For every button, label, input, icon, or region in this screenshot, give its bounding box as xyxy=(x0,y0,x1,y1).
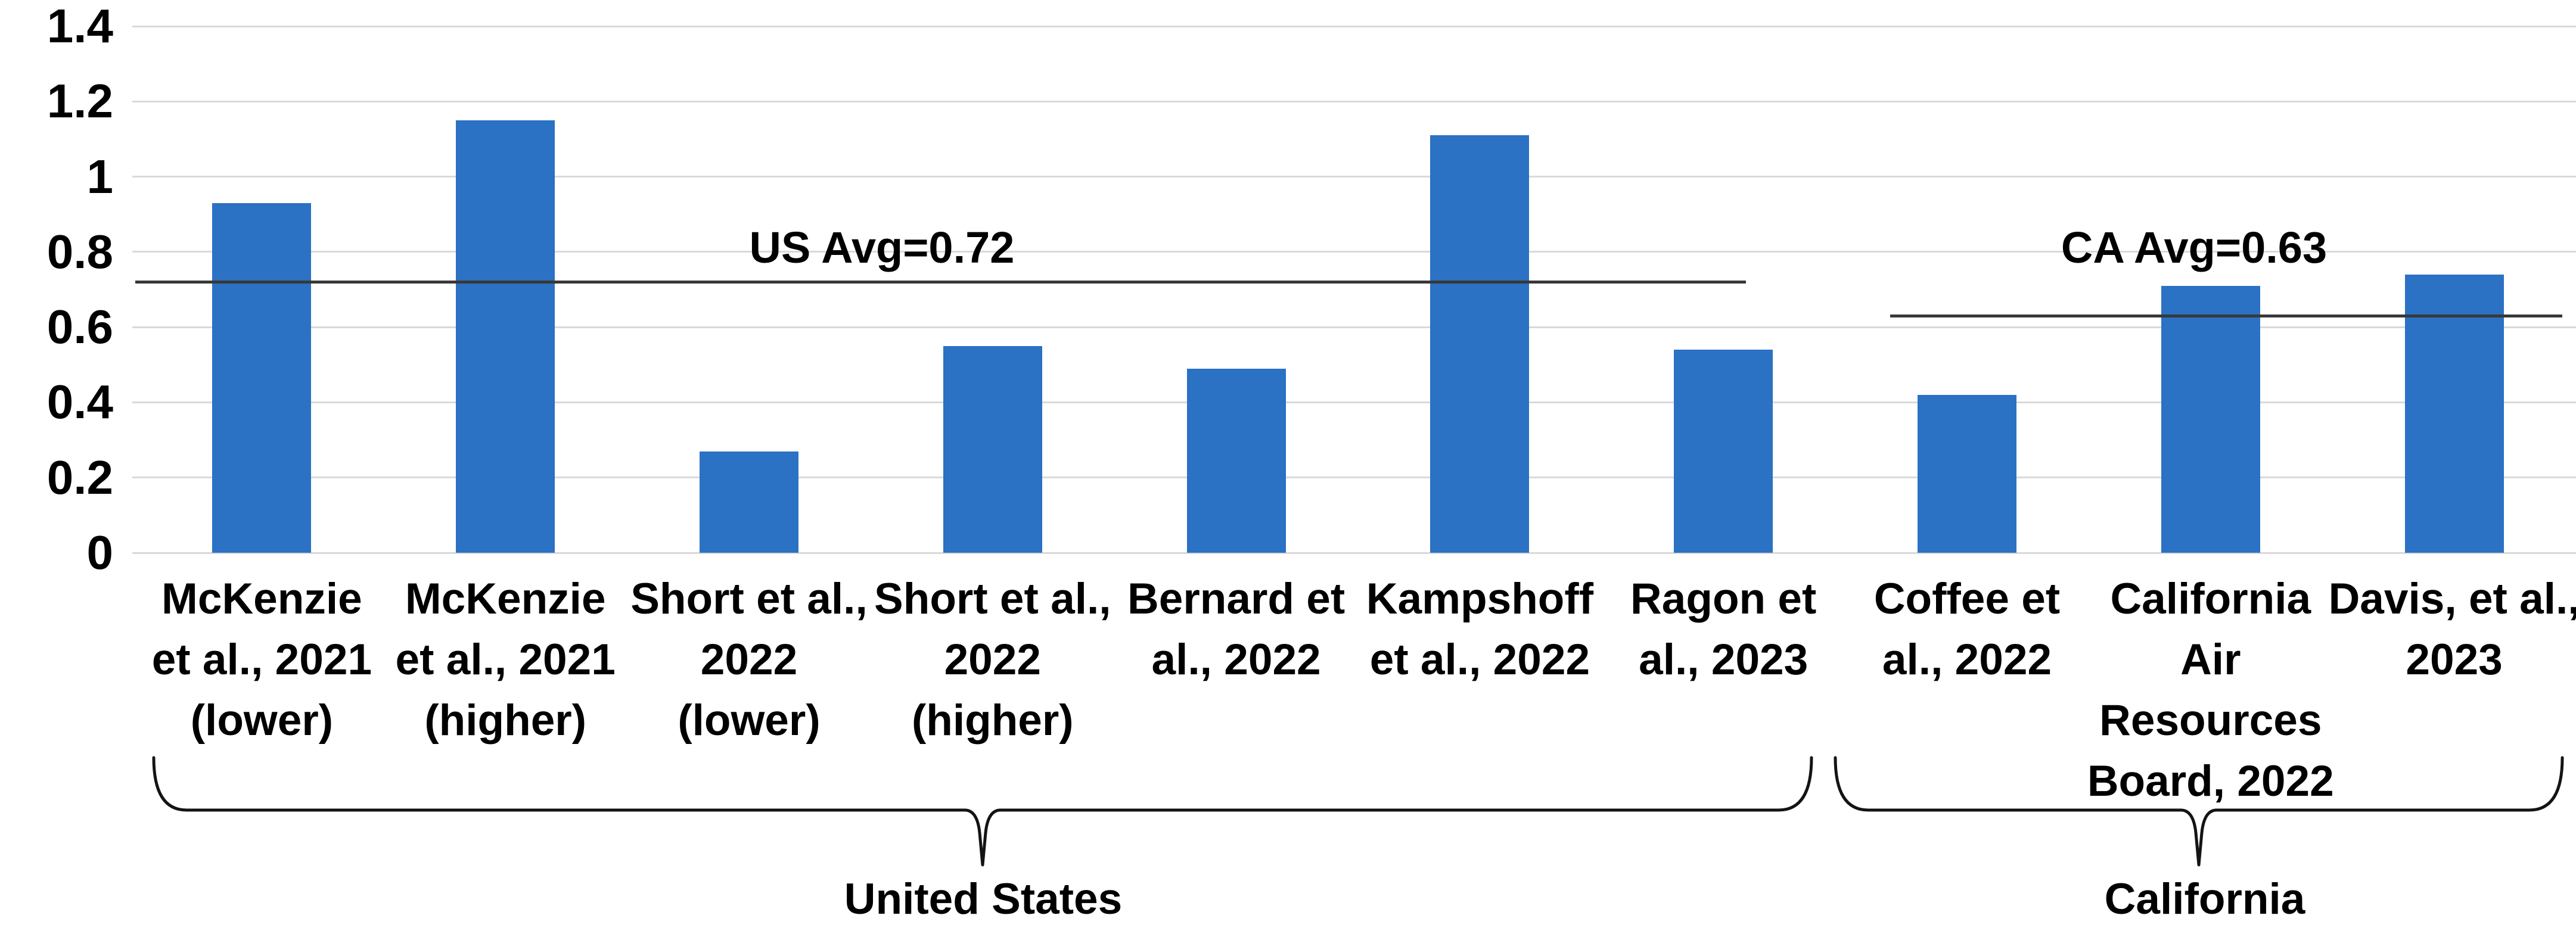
category-label-line: McKenzie xyxy=(405,575,606,623)
bar-3 xyxy=(700,451,798,553)
category-label-line: Kampshoff xyxy=(1366,575,1593,623)
y-axis-label: 0 xyxy=(86,526,114,579)
y-axis-label: 1.2 xyxy=(46,74,113,128)
y-axis-label: 1.4 xyxy=(46,0,113,52)
category-label-line: Davis, et al., xyxy=(2328,575,2576,623)
category-label-line: Ragon et xyxy=(1630,575,1817,623)
category-label-6: Kampshoff et al., 2022 xyxy=(1340,569,1620,690)
gridline-y-0.6 xyxy=(132,326,2576,328)
category-label-line: Resources xyxy=(2099,696,2322,745)
y-axis-label: 0.4 xyxy=(46,375,113,429)
gridline-y-1.4 xyxy=(132,25,2576,27)
category-label-2: McKenzie et al., 2021 (higher) xyxy=(366,569,645,751)
category-label-line: al., 2022 xyxy=(1882,636,2052,684)
y-axis-label: 0.6 xyxy=(46,300,113,354)
brace-united-states xyxy=(152,756,1813,867)
category-label-line: et al., 2021 xyxy=(151,636,372,684)
category-label-line: (lower) xyxy=(678,696,821,745)
gridline-y-0.2 xyxy=(132,477,2576,479)
gridline-y-0.4 xyxy=(132,401,2576,403)
category-label-4: Short et al., 2022 (higher) xyxy=(853,569,1132,751)
category-label-line: al., 2023 xyxy=(1639,636,1809,684)
category-label-line: Bernard et xyxy=(1127,575,1346,623)
bar-6 xyxy=(1430,135,1530,553)
avg-line-us xyxy=(135,280,1746,284)
category-label-line: 2022 xyxy=(944,636,1041,684)
bar-4 xyxy=(943,345,1042,553)
category-label-10: Davis, et al., 2023 xyxy=(2314,569,2576,690)
category-label-line: 2022 xyxy=(700,636,798,684)
category-label-line: et al., 2022 xyxy=(1369,636,1590,684)
category-label-5: Bernard et al., 2022 xyxy=(1096,569,1376,690)
gridline-y-0.8 xyxy=(132,251,2576,253)
category-label-9: California Air Resources Board, 2022 xyxy=(2071,569,2350,812)
avg-line-ca xyxy=(1890,314,2562,317)
category-label-line: Air xyxy=(2180,636,2241,684)
category-label-line: Board, 2022 xyxy=(2087,757,2334,805)
category-label-line: et al., 2021 xyxy=(395,636,616,684)
category-label-line: (higher) xyxy=(424,696,587,745)
bar-10 xyxy=(2404,274,2504,553)
group-label-california: California xyxy=(2104,875,2305,923)
category-label-line: Short et al., xyxy=(630,575,868,623)
ca-average-label: CA Avg=0.63 xyxy=(2061,223,2328,272)
category-label-line: al., 2022 xyxy=(1151,636,1321,684)
category-label-line: (higher) xyxy=(911,696,1074,745)
category-label-line: Short et al., xyxy=(874,575,1111,623)
gridline-y-1 xyxy=(132,176,2576,178)
bar-8 xyxy=(1918,394,2016,553)
y-axis-label: 1 xyxy=(86,150,114,203)
category-label-1: McKenzie et al., 2021 (lower) xyxy=(122,569,402,751)
us-average-label: US Avg=0.72 xyxy=(749,223,1015,272)
category-label-line: California xyxy=(2110,575,2311,623)
category-label-line: (lower) xyxy=(190,696,334,745)
bar-2 xyxy=(456,120,555,553)
category-label-3: Short et al., 2022 (lower) xyxy=(610,569,889,751)
bar-5 xyxy=(1186,368,1286,553)
group-label-united-states: United States xyxy=(844,875,1123,923)
category-label-7: Ragon et al., 2023 xyxy=(1584,569,1863,690)
bar-1 xyxy=(212,203,312,553)
category-label-8: Coffee et al., 2022 xyxy=(1828,569,2107,690)
category-label-line: Coffee et xyxy=(1873,575,2061,623)
category-label-line: 2023 xyxy=(2406,636,2503,684)
category-label-line: McKenzie xyxy=(161,575,362,623)
gridline-y-1.2 xyxy=(132,100,2576,102)
bar-7 xyxy=(1674,350,1773,553)
bar-9 xyxy=(2161,285,2260,553)
y-axis-label: 0.8 xyxy=(46,225,113,278)
y-axis-label: 0.2 xyxy=(46,450,113,504)
gridline-y-0 xyxy=(132,552,2576,554)
